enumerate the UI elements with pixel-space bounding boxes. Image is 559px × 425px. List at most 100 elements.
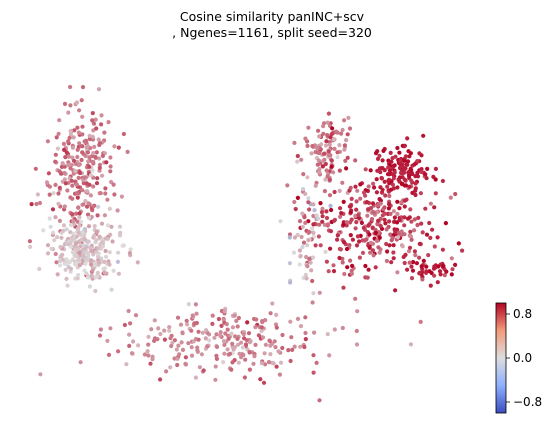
scatter-point-826 bbox=[342, 118, 347, 123]
scatter-point-1206 bbox=[319, 210, 325, 215]
scatter-point-92 bbox=[90, 118, 95, 123]
scatter-point-815 bbox=[323, 143, 329, 148]
scatter-point-518 bbox=[115, 259, 120, 264]
scatter-point-853 bbox=[328, 135, 333, 140]
scatter-point-690 bbox=[303, 330, 308, 336]
scatter-point-107 bbox=[35, 192, 41, 197]
scatter-point-63 bbox=[85, 204, 90, 209]
scatter-point-514 bbox=[68, 240, 73, 245]
scatter-point-156 bbox=[87, 133, 92, 138]
scatter-point-1164 bbox=[407, 245, 413, 250]
scatter-point-1301 bbox=[392, 163, 397, 168]
scatter-point-85 bbox=[94, 150, 99, 155]
scatter-point-233 bbox=[53, 159, 58, 164]
scatter-point-983 bbox=[440, 247, 445, 252]
scatter-point-333 bbox=[61, 223, 67, 228]
scatter-point-1445 bbox=[310, 278, 315, 284]
scatter-point-1260 bbox=[390, 182, 395, 187]
scatter-point-341 bbox=[109, 287, 114, 292]
scatter-point-543 bbox=[263, 342, 268, 347]
scatter-point-1135 bbox=[357, 255, 362, 260]
scatter-point-953 bbox=[402, 204, 407, 209]
scatter-point-1392 bbox=[323, 249, 328, 254]
scatter-point-884 bbox=[317, 170, 322, 175]
scatter-point-1054 bbox=[369, 217, 375, 222]
scatter-point-573 bbox=[183, 355, 188, 360]
scatter-point-525 bbox=[219, 323, 224, 328]
scatter-point-755 bbox=[175, 356, 180, 361]
scatter-point-1173 bbox=[376, 245, 381, 250]
scatter-point-127 bbox=[92, 144, 97, 149]
scatter-point-1374 bbox=[410, 268, 416, 273]
scatter-point-1412 bbox=[304, 254, 309, 260]
scatter-point-1090 bbox=[354, 220, 359, 225]
scatter-point-126 bbox=[79, 98, 84, 103]
scatter-point-823 bbox=[322, 157, 327, 162]
scatter-point-1002 bbox=[385, 249, 390, 254]
scatter-point-784 bbox=[337, 143, 342, 148]
scatter-point-1187 bbox=[376, 218, 381, 223]
scatter-point-856 bbox=[317, 134, 322, 139]
scatter-point-1386 bbox=[417, 270, 422, 275]
scatter-point-42 bbox=[69, 162, 74, 167]
scatter-point-1051 bbox=[399, 229, 404, 234]
scatter-point-1115 bbox=[363, 263, 368, 269]
scatter-point-66 bbox=[97, 162, 103, 167]
scatter-point-1327 bbox=[378, 185, 383, 190]
scatter-point-675 bbox=[290, 347, 295, 352]
scatter-point-1167 bbox=[368, 240, 373, 245]
scatter-point-41 bbox=[70, 155, 75, 160]
scatter-point-88 bbox=[112, 192, 117, 197]
scatter-point-580 bbox=[172, 338, 177, 343]
scatter-point-964 bbox=[415, 222, 420, 228]
scatter-point-996 bbox=[383, 193, 388, 198]
scatter-point-662 bbox=[229, 331, 234, 336]
scatter-point-1288 bbox=[412, 162, 417, 167]
scatter-point-417 bbox=[89, 273, 94, 278]
scatter-point-213 bbox=[88, 173, 94, 178]
scatter-point-1407 bbox=[301, 240, 307, 245]
scatter-point-512 bbox=[94, 229, 99, 234]
scatter-point-1341 bbox=[402, 143, 407, 148]
scatter-point-545 bbox=[280, 332, 285, 338]
scatter-point-1084 bbox=[332, 218, 337, 223]
scatter-point-760 bbox=[142, 352, 147, 357]
scatter-point-751 bbox=[263, 362, 268, 367]
scatter-point-1437 bbox=[305, 175, 310, 180]
scatter-point-990 bbox=[338, 206, 343, 211]
scatter-point-1159 bbox=[395, 270, 400, 275]
scatter-point-1055 bbox=[408, 207, 413, 212]
scatter-point-1134 bbox=[380, 213, 385, 218]
scatter-point-375 bbox=[76, 272, 81, 278]
scatter-point-363 bbox=[116, 271, 121, 276]
scatter-point-619 bbox=[311, 353, 316, 358]
scatter-point-430 bbox=[74, 254, 79, 259]
scatter-point-899 bbox=[428, 201, 433, 206]
scatter-point-7 bbox=[102, 130, 107, 135]
scatter-point-725 bbox=[303, 315, 308, 320]
scatter-point-20 bbox=[96, 87, 102, 92]
scatter-point-1435 bbox=[305, 264, 310, 269]
scatter-point-255 bbox=[76, 175, 81, 180]
scatter-point-3 bbox=[93, 117, 98, 122]
scatter-point-344 bbox=[83, 198, 88, 204]
scatter-point-1190 bbox=[338, 247, 343, 252]
scatter-point-355 bbox=[71, 219, 76, 224]
scatter-point-557 bbox=[298, 324, 304, 329]
scatter-point-548 bbox=[273, 345, 278, 350]
scatter-point-288 bbox=[45, 243, 51, 248]
scatter-point-70 bbox=[105, 197, 110, 202]
scatter-point-1124 bbox=[325, 222, 331, 227]
scatter-point-513 bbox=[107, 262, 112, 267]
scatter-point-728 bbox=[178, 322, 184, 327]
scatter-point-655 bbox=[314, 360, 319, 365]
scatter-point-754 bbox=[146, 334, 151, 339]
scatter-point-649 bbox=[168, 336, 173, 341]
scatter-point-1340 bbox=[421, 133, 426, 138]
scatter-point-1189 bbox=[392, 215, 397, 220]
scatter-point-871 bbox=[330, 126, 335, 131]
scatter-point-1106 bbox=[320, 219, 325, 224]
scatter-point-682 bbox=[108, 326, 113, 331]
scatter-point-1141 bbox=[393, 288, 398, 293]
scatter-point-679 bbox=[247, 367, 252, 372]
